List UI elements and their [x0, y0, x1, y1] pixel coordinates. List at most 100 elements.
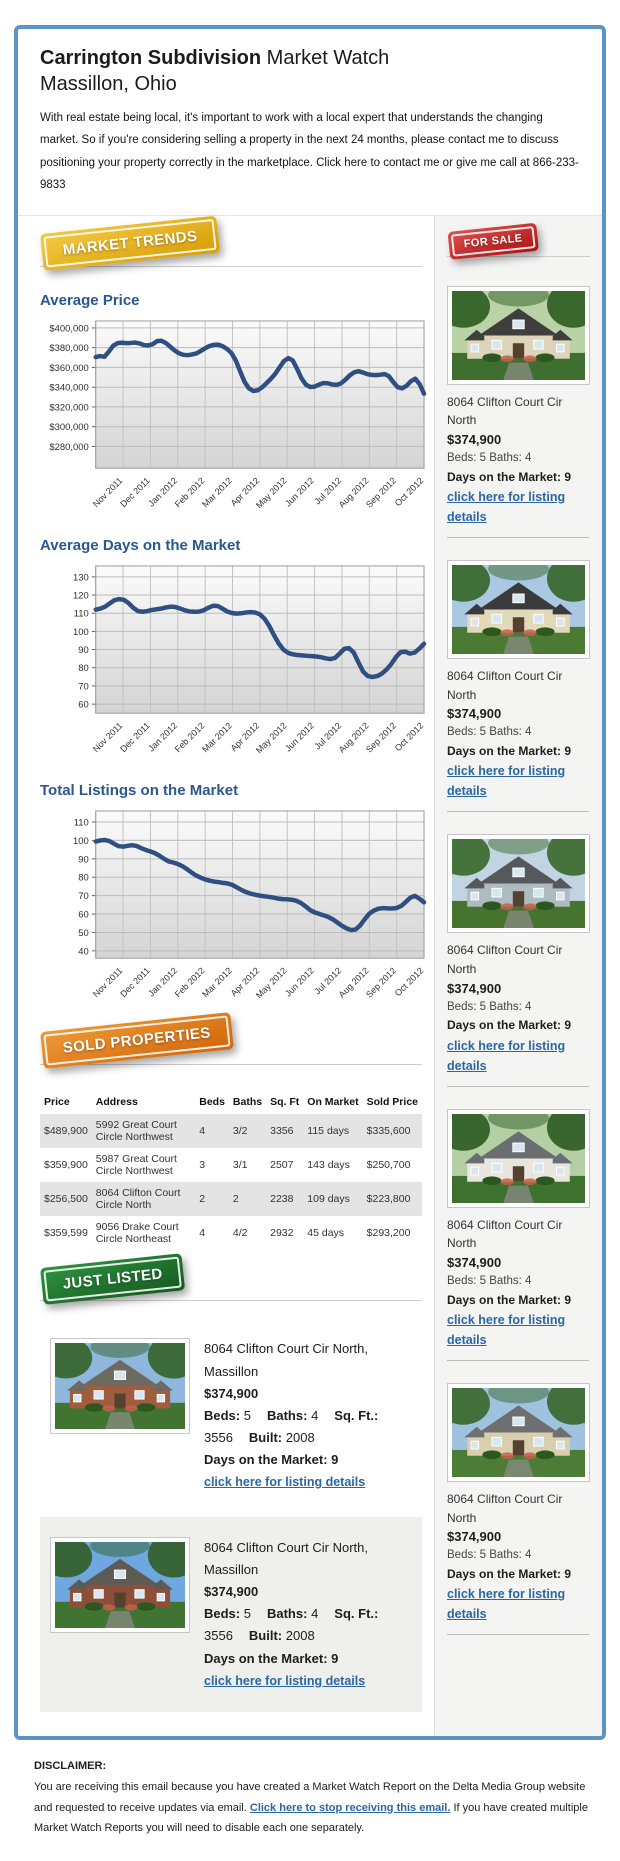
svg-text:80: 80	[78, 663, 89, 674]
listing-photo	[447, 834, 590, 934]
listing-photo	[447, 285, 590, 385]
newsletter-frame: Carrington Subdivision Market Watch Mass…	[14, 25, 606, 1740]
svg-text:50: 50	[78, 927, 89, 938]
header: Carrington Subdivision Market Watch Mass…	[18, 29, 602, 215]
main-column: MARKET TRENDS Average Price $400,000 $380…	[18, 215, 434, 1736]
average-price-chart: $400,000 $380,000 $360,000 $340,000 $320,000…	[40, 315, 430, 533]
listing-details-link[interactable]: click here for listing details	[447, 1038, 566, 1073]
svg-text:$280,000: $280,000	[49, 442, 88, 453]
svg-text:Dec 2011: Dec 2011	[118, 475, 152, 509]
svg-text:70: 70	[78, 891, 89, 902]
sold-table-cell: $293,200	[366, 1227, 411, 1240]
spec-label: Beds:	[204, 1606, 241, 1622]
spec-value: 4	[311, 1407, 319, 1423]
svg-text:$300,000: $300,000	[49, 422, 88, 433]
market-trends-badge: MARKET TRENDS	[40, 215, 221, 271]
listing-price: $374,900	[204, 1385, 259, 1401]
svg-text:Jun 2012: Jun 2012	[283, 720, 316, 753]
svg-text:Sep 2012: Sep 2012	[364, 965, 398, 999]
sold-table-cell: 4/2	[232, 1227, 248, 1240]
listing-price: $374,900	[447, 1529, 502, 1545]
listing-details-link[interactable]: click here for listing details	[204, 1673, 366, 1688]
svg-text:60: 60	[78, 909, 89, 920]
content-columns: MARKET TRENDS Average Price $400,000 $380…	[18, 214, 602, 1736]
sold-table-cell: $359,900	[44, 1159, 88, 1172]
sold-table-cell: 2	[232, 1193, 239, 1206]
svg-text:Oct 2012: Oct 2012	[393, 475, 426, 508]
just-listed-badge: JUST LISTED	[40, 1253, 186, 1306]
listing-details-link[interactable]: click here for listing details	[447, 764, 566, 799]
sold-properties-table: Price Address Beds Baths Sq. Ft On Marke…	[40, 1090, 422, 1250]
market-trends-badge-row: MARKET TRENDS	[40, 215, 422, 288]
spec-built: Built: 2008	[249, 1628, 315, 1643]
for-sale-listing: 8064 Clifton Court Cir North $374,900 Be…	[447, 1373, 590, 1647]
spec-label: Built:	[248, 1429, 283, 1445]
sold-table-cell: 4	[199, 1227, 206, 1240]
divider	[447, 1085, 589, 1087]
listing-days-on-market: Days on the Market: 9	[447, 744, 572, 759]
sidebar-column: FOR SALE 8064 Clifton Court Cir North $3…	[434, 215, 602, 1736]
just-listed-card: 8064 Clifton Court Cir North, Massillon …	[40, 1517, 422, 1712]
spec-baths: Baths: 4	[267, 1606, 318, 1621]
total-listings-chart: 110 100 90 80 70 60 50 40 Nov 2011 Dec 2011 Jan 20…	[40, 805, 430, 1023]
divider	[447, 1634, 589, 1636]
just-listed-badge-row: JUST LISTED	[40, 1253, 422, 1322]
listing-photo	[447, 1383, 590, 1482]
col-beds: Beds	[199, 1096, 225, 1109]
intro-text: With real estate being local, it's impor…	[40, 112, 579, 192]
spec-value: 3556	[204, 1628, 233, 1644]
divider	[40, 1300, 422, 1302]
svg-text:Oct 2012: Oct 2012	[393, 965, 426, 998]
listing-specs: Beds: 5 Baths: 4 Sq. Ft.: 3556 Built: 2008	[204, 1405, 412, 1449]
disclaimer-heading: DISCLAIMER:	[34, 1759, 107, 1772]
listing-details: 8064 Clifton Court Cir North, Massillon …	[204, 1537, 412, 1692]
listing-specs: Beds: 5 Baths: 4 Sq. Ft.: 3556 Built: 2008	[204, 1603, 412, 1647]
divider	[447, 1360, 589, 1361]
divider	[447, 255, 590, 257]
svg-text:60: 60	[78, 699, 89, 710]
sold-table-cell: 5992 Great Court Circle Northwest	[95, 1119, 177, 1144]
listing-price: $374,900	[447, 706, 502, 722]
listing-details-link[interactable]: click here for listing details	[204, 1474, 366, 1489]
spec-beds: Beds: 5	[204, 1606, 251, 1621]
listing-price: $374,900	[204, 1584, 259, 1600]
listing-address: 8064 Clifton Court Cir North	[447, 1217, 563, 1251]
svg-text:90: 90	[78, 854, 89, 865]
svg-text:Oct 2012: Oct 2012	[393, 720, 426, 753]
col-sold-price: Sold Price	[366, 1096, 418, 1109]
for-sale-listing: 8064 Clifton Court Cir North $374,900 Be…	[447, 550, 590, 824]
listing-photo	[50, 1537, 190, 1634]
listing-details-link[interactable]: click here for listing details	[447, 1313, 566, 1347]
svg-text:90: 90	[78, 645, 89, 656]
sold-table-row: $489,900 5992 Great Court Circle Northwes…	[40, 1114, 422, 1149]
sold-table-cell: 143 days	[307, 1159, 350, 1172]
sold-table-row: $359,900 5987 Great Court Circle Northwes…	[40, 1148, 422, 1182]
spec-label: Baths:	[266, 1606, 308, 1622]
listing-details-link[interactable]: click here for listing details	[447, 1587, 566, 1622]
unsubscribe-link[interactable]: Click here to stop receiving this email.	[249, 1801, 451, 1814]
svg-text:110: 110	[74, 608, 89, 619]
spec-label: Sq. Ft.:	[334, 1606, 379, 1622]
sold-table-cell: 9056 Drake Court Circle Northeast	[95, 1221, 179, 1246]
listing-address: 8064 Clifton Court Cir North, Massillon	[204, 1540, 369, 1578]
spec-value: 2008	[285, 1628, 315, 1644]
svg-text:Dec 2011: Dec 2011	[118, 965, 152, 999]
svg-text:80: 80	[78, 872, 89, 883]
listing-days-on-market: Days on the Market: 9	[204, 1451, 339, 1467]
spec-built: Built: 2008	[249, 1430, 315, 1445]
svg-text:Dec 2011: Dec 2011	[118, 720, 152, 754]
listing-details-link[interactable]: click here for listing details	[447, 490, 566, 525]
svg-text:Sep 2012: Sep 2012	[364, 720, 398, 754]
listing-days-on-market: Days on the Market: 9	[447, 1018, 572, 1033]
spec-sqft: Sq. Ft.: 3556	[204, 1408, 378, 1445]
divider	[40, 265, 422, 267]
sold-table-row: $256,500 8064 Clifton Court Circle North 2…	[40, 1182, 422, 1217]
sold-table-row: $359,599 9056 Drake Court Circle Northeas…	[40, 1216, 422, 1250]
listing-days-on-market: Days on the Market: 9	[447, 1567, 572, 1582]
market-trends-badge-label: MARKET TRENDS	[43, 218, 217, 268]
svg-text:Mar 2012: Mar 2012	[200, 720, 234, 754]
disclaimer: DISCLAIMER: You are receiving this email…	[0, 1740, 618, 1861]
chart-title-average-days: Average Days on the Market	[40, 536, 241, 554]
listing-days-on-market: Days on the Market: 9	[447, 469, 572, 484]
spec-value: 3556	[204, 1429, 233, 1445]
